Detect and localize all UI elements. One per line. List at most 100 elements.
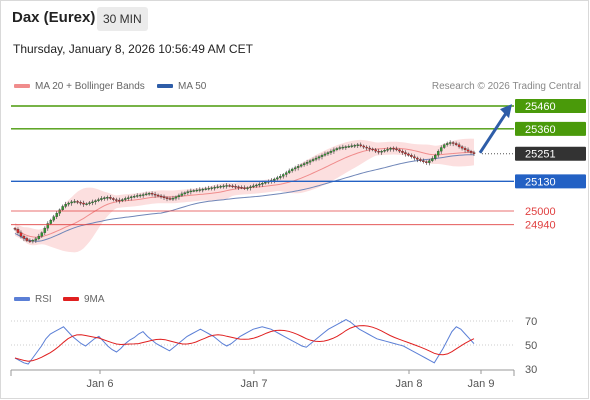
candle-body	[341, 146, 345, 149]
candle-body	[323, 153, 327, 156]
candle-body	[448, 142, 452, 144]
candle-body	[228, 185, 231, 187]
candle-body	[353, 145, 357, 147]
x-tick-label: Jan 9	[468, 378, 495, 390]
forecast-arrow	[478, 112, 508, 154]
candle-body	[112, 198, 115, 200]
candle-body	[31, 240, 35, 242]
candle-body	[22, 235, 26, 239]
candle-body	[37, 235, 41, 239]
candle-body	[28, 240, 32, 242]
candle-body	[398, 149, 401, 152]
level-value-25360: 25360	[525, 124, 556, 136]
candle-body	[416, 157, 419, 160]
candle-body	[61, 206, 64, 211]
candle-body	[70, 201, 73, 204]
x-tick-label: Jan 6	[87, 378, 114, 390]
candle-body	[118, 199, 121, 202]
candle-body	[469, 151, 473, 153]
candle-body	[192, 190, 196, 192]
bollinger-label: MA 20 + Bollinger Bands	[35, 81, 145, 92]
level-value-24940: 24940	[525, 220, 556, 232]
candle-body	[460, 146, 464, 149]
candle-body	[302, 163, 306, 166]
candle-body	[290, 168, 294, 171]
candle-body	[311, 159, 315, 161]
candle-body	[82, 202, 85, 205]
candle-body	[195, 189, 199, 192]
level-tag-25130	[515, 174, 586, 189]
candle-body	[457, 144, 461, 147]
candle-body	[264, 182, 267, 184]
candle-body	[377, 151, 380, 153]
timestamp: Thursday, January 8, 2026 10:56:49 AM CE…	[13, 42, 253, 56]
candle-body	[243, 187, 246, 189]
x-tick-label: Jan 8	[396, 378, 423, 390]
candle-body	[356, 144, 360, 146]
ma9-swatch	[63, 297, 79, 302]
ma9-label: 9MA	[84, 294, 105, 305]
candle-body	[466, 149, 470, 152]
candle-body	[371, 148, 374, 151]
candle-body	[13, 228, 17, 230]
candle-body	[135, 195, 139, 197]
candle-body	[404, 152, 407, 155]
candle-body	[204, 188, 208, 190]
candle-body	[389, 148, 392, 150]
candle-body	[279, 176, 282, 178]
candle-body	[174, 196, 178, 199]
candle-body	[422, 160, 425, 162]
legend-bollinger: MA 20 + Bollinger Bands	[14, 81, 145, 92]
candle-body	[428, 160, 431, 163]
candle-body	[431, 158, 434, 161]
candle-body	[237, 186, 240, 188]
candle-body	[281, 174, 285, 177]
candle-body	[222, 185, 225, 188]
rsi-line	[14, 319, 475, 365]
candle-body	[138, 194, 142, 197]
candle-body	[338, 147, 342, 149]
candle-body	[332, 149, 336, 152]
candle-body	[85, 203, 88, 205]
candle-body	[144, 193, 148, 196]
x-tick-label: Jan 7	[241, 378, 268, 390]
candle-body	[359, 144, 362, 147]
candle-body	[213, 187, 216, 189]
candle-body	[109, 197, 112, 199]
candle-body	[153, 193, 157, 196]
candle-body	[296, 166, 300, 168]
candle-body	[132, 196, 136, 198]
candle-body	[225, 185, 228, 187]
candle-body	[234, 186, 237, 188]
candle-body	[308, 160, 312, 163]
level-tag-25360	[515, 121, 586, 136]
candle-body	[413, 156, 416, 159]
candle-body	[73, 201, 76, 203]
ma50-label: MA 50	[178, 81, 207, 92]
candle-body	[344, 146, 348, 148]
candle-body	[258, 183, 261, 186]
candle-body	[407, 153, 410, 156]
candle-body	[472, 152, 476, 154]
candle-body	[19, 232, 23, 237]
candle-body	[365, 146, 368, 149]
level-tag-25460	[515, 99, 586, 113]
level-value-25130: 25130	[525, 176, 556, 188]
candle-body	[127, 197, 130, 199]
bollinger-swatch	[14, 84, 30, 89]
candle-body	[299, 164, 303, 167]
candle-body	[383, 150, 386, 152]
candle-body	[362, 145, 365, 148]
timeframe-button[interactable]: 30 MIN	[97, 7, 148, 31]
candle-body	[451, 142, 455, 144]
candle-body	[115, 199, 118, 201]
copyright-notice: Research © 2026 Trading Central	[431, 81, 581, 92]
candle-body	[216, 186, 219, 188]
candle-body	[168, 198, 172, 200]
candle-body	[16, 229, 20, 233]
candle-body	[210, 187, 213, 189]
candle-body	[463, 148, 467, 150]
candle-body	[46, 223, 50, 229]
candle-body	[165, 197, 169, 199]
